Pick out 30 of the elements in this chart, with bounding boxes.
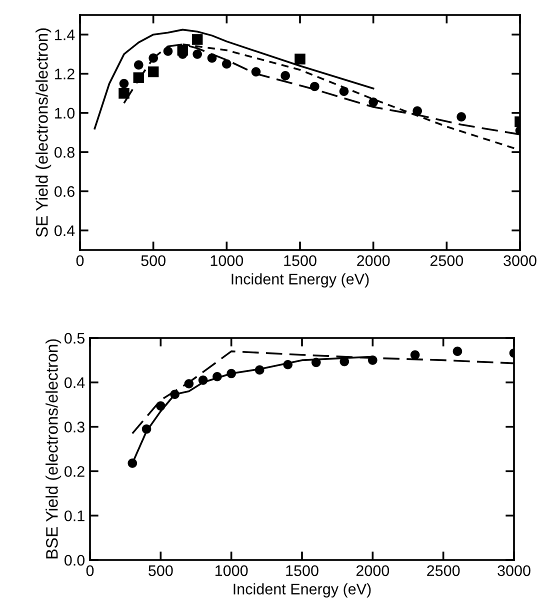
x-tick-label: 2000 xyxy=(357,255,390,266)
y-tick-label: 0.6 xyxy=(54,186,74,197)
x-tick-label: 1500 xyxy=(286,565,318,576)
x-axis-title: Incident Energy (eV) xyxy=(234,583,371,598)
x-tick-label: 500 xyxy=(141,255,166,266)
y-tick-label: 1.2 xyxy=(55,68,74,80)
y-tick-label: 0.2 xyxy=(64,466,84,477)
x-tick-label: 2500 xyxy=(430,255,464,266)
x-tick-label: 2000 xyxy=(356,565,390,576)
x-tick-label: 1500 xyxy=(284,255,316,266)
y-axis-title: SE Yield (electrons/electron) xyxy=(36,28,52,237)
x-axis-title: Incident Energy (eV) xyxy=(232,273,369,288)
x-tick-label: 1000 xyxy=(216,565,248,576)
x-tick-label: 3000 xyxy=(504,255,536,266)
x-tick-label: 0 xyxy=(76,255,84,266)
y-tick-label: 0.8 xyxy=(54,146,74,158)
y-tick-label: 0.0 xyxy=(64,554,85,566)
y-tick-label: 0.4 xyxy=(64,377,85,388)
y-tick-label: 1.0 xyxy=(55,108,75,119)
y-tick-label: 0.1 xyxy=(64,510,84,522)
y-tick-label: 0.5 xyxy=(64,332,84,344)
x-tick-label: 2500 xyxy=(427,565,460,576)
y-tick-label: 0.3 xyxy=(64,422,84,432)
x-tick-label: 1000 xyxy=(210,255,244,266)
y-tick-label: 1.4 xyxy=(55,30,75,40)
x-tick-label: 3000 xyxy=(498,565,530,576)
x-tick-label: 0 xyxy=(86,565,94,576)
x-tick-label: 500 xyxy=(148,565,173,576)
y-tick-label: 0.4 xyxy=(54,225,75,236)
y-axis-title: BSE Yield (electrons/electron) xyxy=(46,339,62,558)
